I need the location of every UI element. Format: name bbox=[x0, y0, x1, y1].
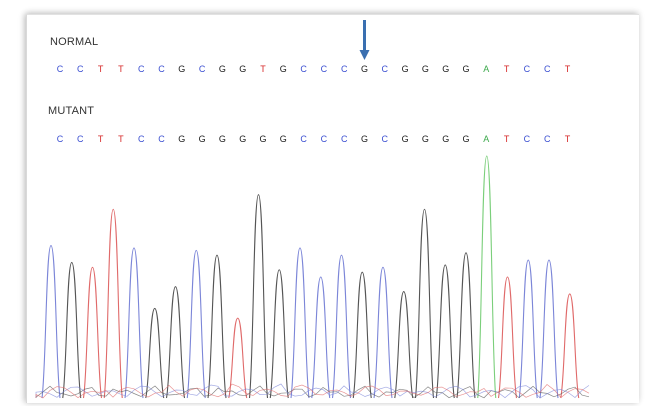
normal-base-call: C bbox=[57, 64, 64, 74]
chromatogram-peak bbox=[414, 208, 435, 399]
chromatogram-peak bbox=[311, 276, 331, 399]
mutant-base-call: T bbox=[98, 134, 104, 144]
normal-base-call: C bbox=[321, 64, 328, 74]
chromatogram-peak bbox=[248, 194, 269, 399]
normal-base-call: G bbox=[462, 64, 469, 74]
mutant-base-call: G bbox=[239, 134, 246, 144]
normal-base-call: G bbox=[280, 64, 287, 74]
mutant-base-call: C bbox=[57, 134, 64, 144]
mutant-base-call: T bbox=[565, 134, 571, 144]
mutant-base-call: G bbox=[178, 134, 185, 144]
mutant-base-call: G bbox=[462, 134, 469, 144]
chromatogram-peak bbox=[228, 317, 248, 399]
mutant-base-call: G bbox=[402, 134, 409, 144]
chromatogram-peak bbox=[435, 264, 455, 399]
normal-base-call: A bbox=[483, 64, 489, 74]
mutation-arrow-head bbox=[359, 50, 370, 60]
normal-sequence-label: NORMAL bbox=[50, 36, 99, 48]
normal-base-call: C bbox=[341, 64, 348, 74]
chromatogram-peak bbox=[41, 244, 61, 399]
mutant-base-call: C bbox=[77, 134, 84, 144]
mutant-base-call: G bbox=[280, 134, 287, 144]
chromatogram-peak bbox=[331, 254, 352, 399]
chromatogram-peak bbox=[186, 249, 206, 399]
chromatogram-peak bbox=[456, 252, 476, 399]
chromatogram-peak bbox=[539, 259, 559, 399]
baseline-noise-trace bbox=[35, 383, 590, 399]
chromatogram-peak bbox=[103, 208, 123, 399]
mutant-base-call: C bbox=[158, 134, 165, 144]
mutant-sequence-label: MUTANT bbox=[48, 105, 95, 117]
chromatogram-peak bbox=[497, 276, 518, 399]
mutant-base-call: G bbox=[199, 134, 206, 144]
baseline-noise-trace bbox=[35, 383, 590, 399]
normal-base-call: G bbox=[361, 64, 368, 74]
chromatogram-peak bbox=[269, 269, 289, 399]
normal-base-call: T bbox=[504, 64, 510, 74]
chromatogram-peak bbox=[394, 290, 414, 399]
mutant-base-call: A bbox=[483, 134, 489, 144]
mutant-base-call: G bbox=[361, 134, 368, 144]
normal-base-call: G bbox=[422, 64, 429, 74]
normal-base-call: C bbox=[199, 64, 206, 74]
chromatogram-peak bbox=[290, 247, 310, 399]
chromatogram-peak bbox=[207, 254, 227, 399]
chromatogram-peak bbox=[352, 271, 372, 399]
mutant-base-call: C bbox=[341, 134, 348, 144]
mutant-base-call: G bbox=[219, 134, 226, 144]
normal-base-call: C bbox=[382, 64, 389, 74]
chromatogram-peak bbox=[145, 307, 165, 399]
normal-base-call: C bbox=[544, 64, 551, 74]
mutant-base-call: C bbox=[138, 134, 145, 144]
normal-base-call: C bbox=[524, 64, 531, 74]
chromatogram-peak bbox=[82, 266, 103, 399]
normal-base-call: C bbox=[77, 64, 84, 74]
normal-base-call: C bbox=[158, 64, 165, 74]
chromatogram-peak bbox=[124, 247, 144, 399]
normal-base-call: G bbox=[442, 64, 449, 74]
mutant-base-call: T bbox=[118, 134, 124, 144]
normal-base-call: G bbox=[178, 64, 185, 74]
mutant-base-call: G bbox=[442, 134, 449, 144]
normal-base-call: G bbox=[219, 64, 226, 74]
mutant-base-call: G bbox=[422, 134, 429, 144]
chromatogram-peak bbox=[477, 155, 497, 399]
chromatogram-peak bbox=[165, 286, 186, 399]
chromatogram-peak bbox=[518, 259, 538, 399]
normal-base-call: G bbox=[239, 64, 246, 74]
chromatogram-peak bbox=[62, 261, 82, 399]
normal-base-call: G bbox=[402, 64, 409, 74]
chromatogram-peak bbox=[560, 293, 580, 399]
mutant-base-call: C bbox=[382, 134, 389, 144]
normal-base-call: T bbox=[260, 64, 266, 74]
mutant-base-call: G bbox=[259, 134, 266, 144]
normal-base-call: T bbox=[565, 64, 571, 74]
normal-base-call: T bbox=[118, 64, 124, 74]
normal-base-call: C bbox=[300, 64, 307, 74]
mutant-base-call: C bbox=[524, 134, 531, 144]
normal-base-call: C bbox=[138, 64, 145, 74]
normal-base-call: T bbox=[98, 64, 104, 74]
mutant-base-call: T bbox=[504, 134, 510, 144]
mutant-base-call: C bbox=[544, 134, 551, 144]
chromatogram-peak bbox=[373, 266, 393, 399]
mutant-base-call: C bbox=[321, 134, 328, 144]
mutant-base-call: C bbox=[300, 134, 307, 144]
